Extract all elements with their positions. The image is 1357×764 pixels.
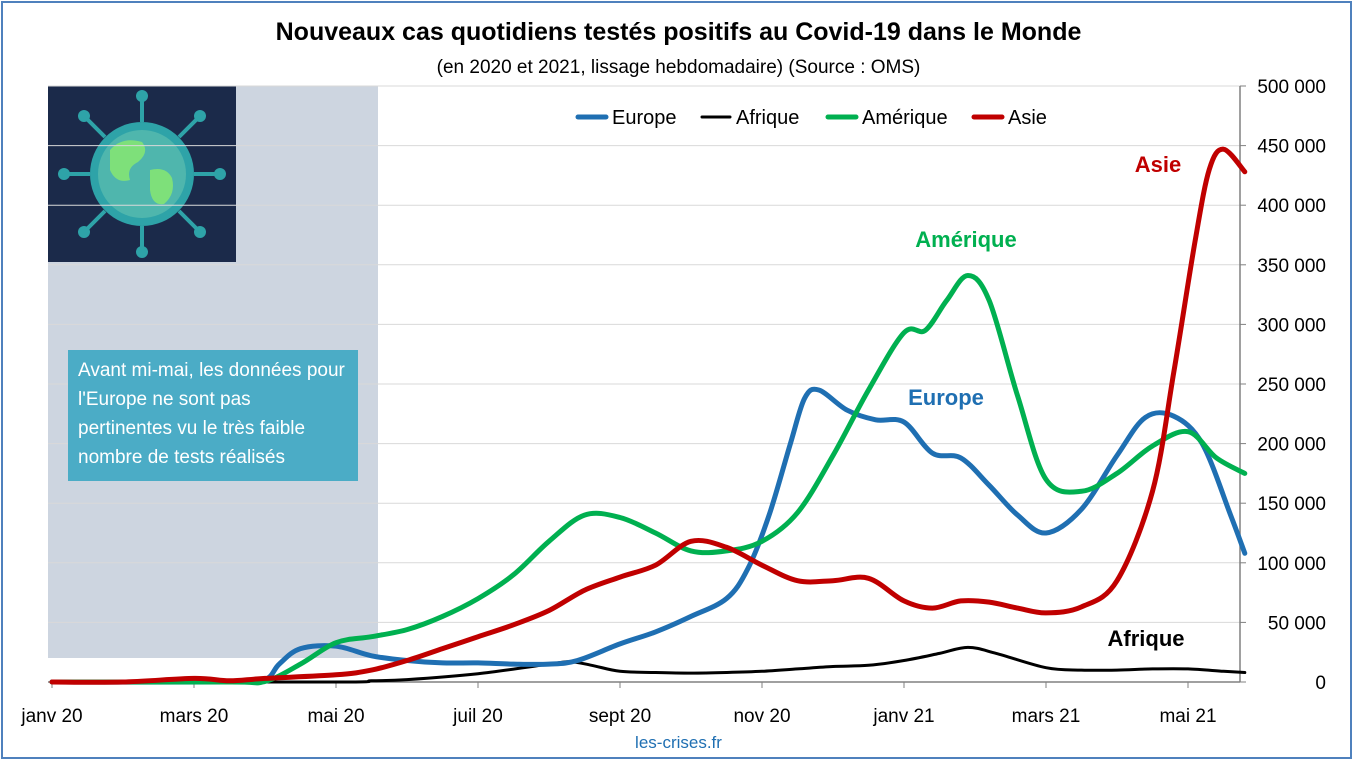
y-tick-label: 50 000 [1268, 613, 1326, 634]
x-tick-label: mai 21 [1159, 706, 1216, 727]
x-tick-label: sept 20 [589, 706, 651, 727]
x-tick-label: nov 20 [733, 706, 790, 727]
x-tick-label: mars 20 [160, 706, 229, 727]
series-lines [49, 146, 1248, 686]
x-tick-label: mai 20 [307, 706, 364, 727]
y-tick-label: 200 000 [1257, 435, 1326, 456]
y-tick-label: 150 000 [1257, 494, 1326, 515]
chart-subtitle: (en 2020 et 2021, lissage hebdomadaire) … [436, 57, 921, 78]
chart-title: Nouveaux cas quotidiens testés positifs … [275, 18, 1082, 46]
y-tick-label: 350 000 [1257, 256, 1326, 277]
series-line-afrique [50, 645, 1247, 684]
legend-label: Asie [1008, 107, 1047, 129]
legend-label: Amérique [862, 107, 948, 129]
series-line-europe [49, 386, 1248, 685]
y-tick-label: 500 000 [1257, 77, 1326, 98]
x-tick-label: mars 21 [1012, 706, 1081, 727]
y-tick-labels: 0 50 000 100 000 150 000 200 000 250 000 300 0… [1240, 77, 1326, 694]
x-tick-label: janv 20 [20, 706, 82, 727]
x-tick-labels: janv 20 mars 20 mai 20 juil 20 sept 20 nov 20… [20, 682, 1217, 727]
x-tick-label: janv 21 [872, 706, 934, 727]
series-line-asie [49, 146, 1248, 685]
legend: Europe Afrique Amérique Asie [575, 107, 1047, 129]
series-label: Europe [908, 385, 984, 410]
y-tick-label: 0 [1315, 673, 1326, 694]
y-tick-label: 450 000 [1257, 137, 1326, 158]
y-tick-label: 300 000 [1257, 315, 1326, 336]
legend-label: Afrique [736, 107, 799, 129]
legend-label: Europe [612, 107, 677, 129]
y-tick-label: 250 000 [1257, 375, 1326, 396]
series-labels: Europe Afrique Amérique Asie [908, 152, 1184, 651]
series-line-amerique [49, 273, 1248, 686]
note-box: Avant mi-mai, les données pour l'Europe … [68, 350, 358, 481]
x-tick-label: juil 20 [452, 706, 503, 727]
series-label: Afrique [1108, 626, 1185, 651]
footer-source: les-crises.fr [635, 733, 722, 752]
series-label: Asie [1135, 152, 1181, 177]
y-tick-label: 400 000 [1257, 196, 1326, 217]
globe-virus-image [48, 86, 236, 262]
y-tick-label: 100 000 [1257, 554, 1326, 575]
series-label: Amérique [915, 227, 1016, 252]
